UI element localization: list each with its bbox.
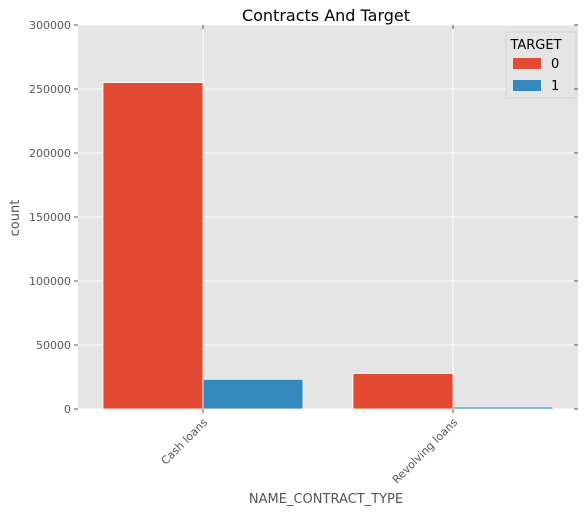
y-tick-label: 300000 bbox=[29, 19, 71, 32]
y-tick-label: 100000 bbox=[29, 275, 71, 288]
legend-swatch-0 bbox=[513, 58, 541, 69]
plot-area bbox=[78, 24, 578, 410]
bar-revolving-loans-series-1 bbox=[452, 406, 554, 410]
bar-cash-loans-series-0 bbox=[102, 82, 204, 410]
chart-title: Contracts And Target bbox=[242, 6, 410, 25]
y-tick-label: 200000 bbox=[29, 147, 71, 160]
bar-cash-loans-series-1 bbox=[202, 378, 304, 410]
y-tick-label: 150000 bbox=[29, 211, 71, 224]
x-axis-label: NAME_CONTRACT_TYPE bbox=[249, 492, 403, 507]
legend-label-0: 0 bbox=[551, 57, 559, 72]
legend: TARGET 0 1 bbox=[505, 31, 577, 99]
y-tick-label: 0 bbox=[64, 403, 71, 416]
legend-title: TARGET bbox=[509, 38, 561, 53]
bar-revolving-loans-series-0 bbox=[352, 373, 454, 410]
y-tick-label: 50000 bbox=[36, 339, 71, 352]
y-tick-label: 250000 bbox=[29, 83, 71, 96]
legend-label-1: 1 bbox=[551, 79, 559, 94]
x-tick-label: Cash loans bbox=[159, 416, 211, 468]
x-tick-label: Revolving loans bbox=[390, 416, 461, 487]
legend-swatch-1 bbox=[513, 80, 541, 91]
y-axis-label: count bbox=[8, 200, 23, 237]
